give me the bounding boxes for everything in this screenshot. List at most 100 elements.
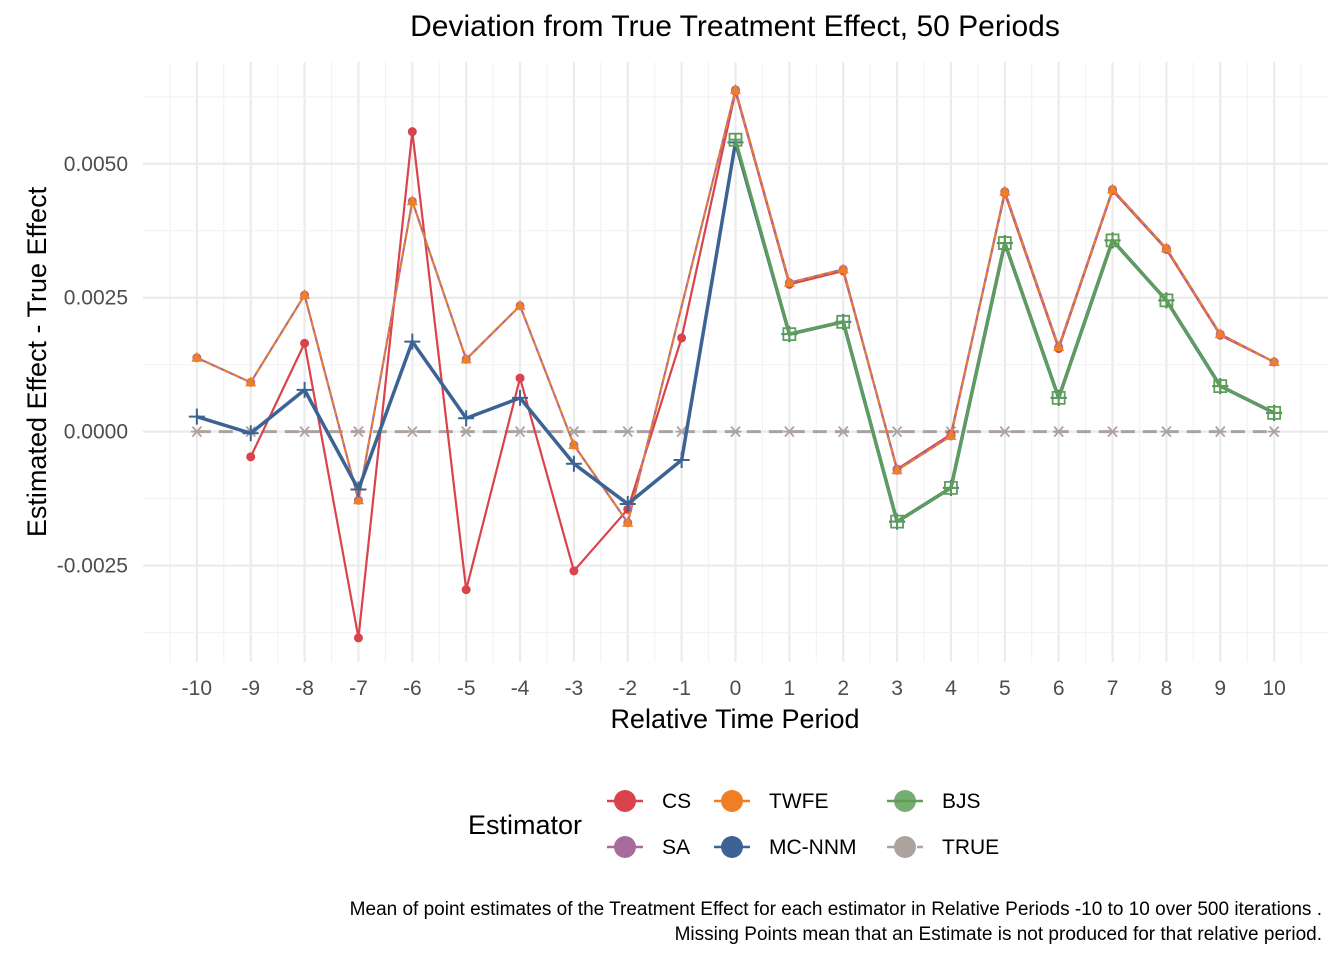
- data-point: [1160, 426, 1173, 438]
- data-point: [298, 426, 311, 438]
- data-point: [729, 426, 742, 438]
- data-point: [1160, 242, 1172, 253]
- legend-key-dot: [614, 836, 636, 858]
- axis-labels: Estimated Effect - True Effect Relative …: [22, 153, 1286, 734]
- legend-label: MC-NNM: [769, 836, 856, 859]
- data-point: [568, 439, 580, 450]
- data-point: [296, 381, 313, 398]
- legend-label: CS: [662, 790, 691, 813]
- data-point: [621, 426, 634, 438]
- series-twfe: [191, 83, 1280, 527]
- data-point: [300, 338, 310, 348]
- data-point: [1107, 183, 1119, 194]
- x-tick-label: -2: [618, 677, 637, 700]
- series-true: [190, 426, 1281, 438]
- data-point: [997, 236, 1012, 250]
- legend-item-bjs: BJS: [887, 790, 981, 813]
- data-point: [1214, 328, 1226, 339]
- legend-item-sa: SA: [607, 836, 690, 859]
- data-point: [242, 425, 259, 442]
- data-point: [350, 481, 367, 498]
- legend-item-mc-nnm: MC-NNM: [714, 836, 856, 859]
- data-point: [836, 314, 851, 329]
- caption-line-2: Missing Points mean that an Estimate is …: [674, 924, 1322, 945]
- data-point: [460, 426, 473, 438]
- x-tick-label: -10: [182, 677, 212, 700]
- x-tick-label: -3: [565, 677, 584, 700]
- y-tick-label: 0.0050: [64, 153, 128, 176]
- x-tick-label: -4: [511, 677, 530, 700]
- data-point: [406, 426, 419, 438]
- data-point: [1267, 405, 1282, 420]
- legend-key-dot: [894, 790, 916, 812]
- data-point: [1213, 379, 1228, 394]
- data-point: [1268, 356, 1280, 366]
- x-tick-label: 5: [999, 677, 1011, 700]
- legend-label: TWFE: [769, 790, 828, 813]
- data-point: [352, 494, 364, 505]
- data-point: [569, 566, 579, 576]
- data-point: [461, 585, 471, 595]
- x-tick-label: 3: [891, 677, 903, 700]
- data-point: [1051, 390, 1066, 405]
- data-point: [191, 351, 203, 362]
- x-axis-title: Relative Time Period: [610, 704, 859, 734]
- data-point: [565, 455, 582, 472]
- x-tick-label: 7: [1107, 677, 1119, 700]
- data-point: [619, 495, 636, 512]
- data-point: [782, 327, 797, 342]
- legend-title: Estimator: [468, 810, 582, 840]
- data-point: [945, 429, 957, 440]
- data-point: [677, 333, 687, 343]
- data-point: [999, 185, 1011, 196]
- data-point: [1053, 341, 1065, 351]
- x-tick-label: 10: [1262, 677, 1285, 700]
- data-point: [245, 376, 257, 387]
- data-point: [188, 408, 205, 425]
- data-point: [407, 127, 417, 137]
- data-point: [299, 289, 311, 300]
- data-point: [783, 426, 796, 438]
- data-point: [673, 452, 690, 469]
- legend-label: SA: [662, 836, 690, 859]
- legend-key-dot: [721, 836, 743, 858]
- x-tick-label: 6: [1053, 677, 1065, 700]
- data-point: [1106, 426, 1119, 438]
- data-point: [1105, 233, 1120, 248]
- data-point: [458, 410, 475, 427]
- data-point: [404, 333, 421, 350]
- legend-key-dot: [721, 790, 743, 812]
- data-point: [512, 389, 529, 406]
- x-tick-label: 8: [1161, 677, 1173, 700]
- legend-item-true: TRUE: [887, 836, 999, 859]
- data-point: [730, 83, 741, 94]
- data-point: [190, 426, 203, 438]
- data-point: [728, 132, 743, 147]
- x-tick-label: 0: [730, 677, 742, 700]
- data-point: [353, 633, 363, 643]
- data-point: [837, 426, 850, 438]
- x-tick-label: 2: [837, 677, 849, 700]
- legend-key-dot: [614, 790, 636, 812]
- data-point: [944, 480, 958, 495]
- x-tick-label: -6: [403, 677, 422, 700]
- data-point: [514, 299, 526, 310]
- legend-item-cs: CS: [607, 790, 691, 813]
- x-tick-label: -1: [672, 677, 691, 700]
- data-point: [837, 263, 849, 274]
- data-point: [622, 516, 634, 527]
- chart-title: Deviation from True Treatment Effect, 50…: [410, 10, 1060, 43]
- x-tick-label: 4: [945, 677, 957, 700]
- legend-label: BJS: [942, 790, 981, 813]
- legend-key-dot: [894, 836, 916, 858]
- data-point: [891, 464, 903, 475]
- series-layer: [188, 83, 1283, 643]
- x-tick-label: 1: [784, 677, 796, 700]
- series-line: [196, 88, 1275, 524]
- data-point: [890, 514, 904, 529]
- data-point: [352, 426, 365, 438]
- data-point: [514, 426, 527, 438]
- grid-lines: [143, 62, 1328, 662]
- data-point: [1268, 426, 1281, 438]
